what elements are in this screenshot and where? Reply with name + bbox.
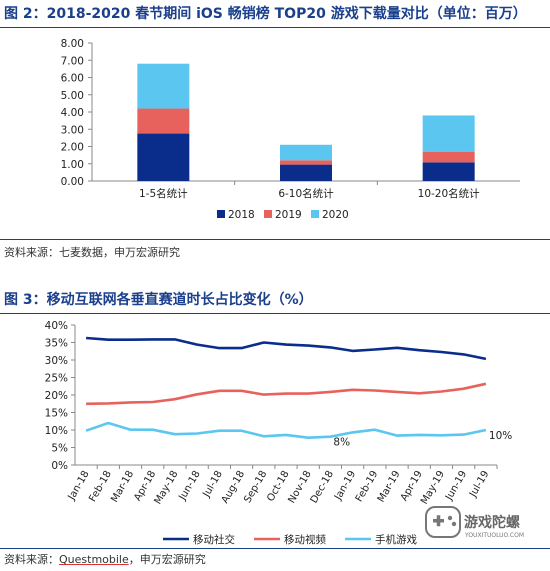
legend-swatch-2020 (311, 210, 319, 218)
x-tick-label: Jun-18 (177, 469, 203, 503)
figure2-top-rule (0, 27, 550, 28)
y-tick-label: 35% (45, 338, 68, 350)
y-tick-label: 40% (45, 320, 68, 332)
y-tick-label: 10% (45, 425, 68, 437)
figure2-bottom-rule (0, 239, 550, 240)
bar-2018-3 (422, 162, 475, 181)
y-tick-label: 0% (51, 460, 68, 472)
x-tick-label: 10-20名统计 (418, 187, 481, 200)
y-tick-label: 7.00 (61, 55, 84, 67)
y-tick-label: 15% (45, 408, 68, 420)
legend-label-2019: 2019 (275, 209, 302, 221)
figure3-source-suffix: ，申万宏源研究 (128, 553, 206, 566)
bar-2020-2 (280, 144, 332, 161)
legend-label-移动社交: 移动社交 (193, 533, 235, 546)
figure3-source: 资料来源：Questmobile，申万宏源研究 (4, 551, 206, 567)
legend-label-移动视频: 移动视频 (284, 533, 326, 546)
y-tick-label: 5.00 (61, 90, 84, 102)
y-tick-label: 25% (45, 373, 68, 385)
legend-label-2018: 2018 (228, 209, 255, 221)
figure3-top-rule (0, 313, 550, 314)
bar-2019-2 (280, 160, 332, 165)
watermark-subtext: YOUXITUOLUO.COM (464, 532, 524, 539)
x-tick-label: 1-5名统计 (139, 187, 188, 200)
figure3-source-prefix: 资料来源： (4, 553, 59, 566)
legend-swatch-2018 (217, 210, 225, 218)
data-annotation: 10% (489, 430, 512, 442)
line-series-移动视频 (86, 382, 487, 406)
y-tick-label: 2.00 (61, 142, 84, 154)
y-tick-label: 1.00 (61, 159, 84, 171)
y-tick-label: 0.00 (61, 176, 84, 188)
figure3-line-chart: 0%5%10%15%20%25%30%35%40%Jan-18Feb-18Mar… (45, 320, 513, 546)
figure3-panel: 图 3：移动互联网各垂直赛道时长占比变化（%） 0% 5% 10% 15% 20% 25%… (0, 286, 550, 571)
figure2-panel: 图 2：2018-2020 春节期间 iOS 畅销榜 TOP20 游戏下载量对比… (0, 0, 550, 263)
figure3-title: 图 3：移动互联网各垂直赛道时长占比变化（%） (4, 292, 313, 308)
y-tick-label: 3.00 (61, 124, 84, 136)
figure3-source-highlight: Questmobile (59, 553, 129, 566)
bar-2020-1 (137, 63, 190, 109)
figure2-bar-chart: 0.00 1.00 2.00 3.00 4.00 5.00 6.00 7.00 8.00 1-5名… (61, 38, 520, 221)
data-annotation: 8% (333, 437, 350, 449)
bar-2018-2 (280, 164, 332, 181)
y-tick-label: 20% (45, 390, 68, 402)
gamepad-icon (425, 506, 461, 538)
y-tick-label: 30% (45, 355, 68, 367)
figure3-bottom-rule (0, 548, 550, 549)
youxituoluo-watermark-logo: 游戏陀螺 YOUXITUOLUO.COM (425, 506, 524, 539)
y-tick-label: 8.00 (61, 38, 84, 50)
x-tick-label: 6-10名统计 (278, 187, 334, 200)
bar-2018-1 (137, 133, 190, 181)
bar-2019-3 (422, 151, 475, 163)
line-series-手机游戏 (85, 421, 487, 439)
legend-label-2020: 2020 (322, 209, 349, 221)
bar-2020-3 (422, 115, 475, 152)
y-tick-label: 5% (51, 443, 68, 455)
figure2-title: 图 2：2018-2020 春节期间 iOS 畅销榜 TOP20 游戏下载量对比… (4, 6, 527, 22)
line-series-移动社交 (86, 336, 487, 361)
y-tick-label: 6.00 (61, 73, 84, 85)
watermark-text: 游戏陀螺 (464, 514, 520, 531)
bar-2019-1 (137, 108, 190, 134)
figure2-source: 资料来源：七麦数据，申万宏源研究 (4, 246, 180, 259)
legend-swatch-2019 (264, 210, 272, 218)
legend-label-手机游戏: 手机游戏 (375, 533, 417, 546)
y-tick-label: 4.00 (61, 107, 84, 119)
